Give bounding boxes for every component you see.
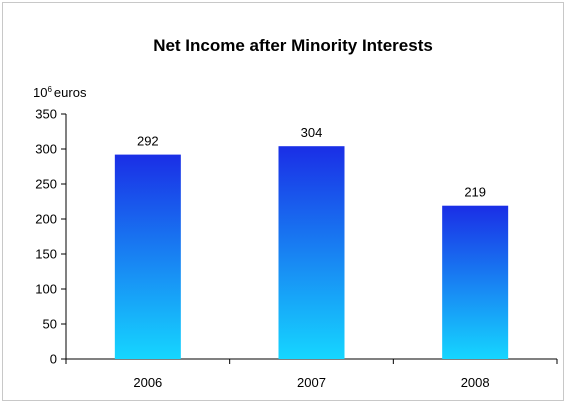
bar-2008 xyxy=(442,205,509,359)
data-label-2008: 219 xyxy=(464,185,486,200)
bar-2007 xyxy=(278,146,345,359)
y-tick-label: 150 xyxy=(35,247,57,262)
chart-title: Net Income after Minority Interests xyxy=(153,36,433,55)
unit-word: euros xyxy=(54,85,87,100)
data-label-2006: 292 xyxy=(137,134,159,149)
y-tick-label: 300 xyxy=(35,142,57,157)
y-axis-unit-label: 106 euros xyxy=(33,85,87,100)
y-tick-label: 250 xyxy=(35,177,57,192)
y-tick-label: 0 xyxy=(50,352,57,367)
chart-frame xyxy=(2,2,564,401)
x-tick-label-2008: 2008 xyxy=(461,375,490,390)
y-tick-label: 100 xyxy=(35,282,57,297)
labels: 0 50 100 150 200 250 300 350 292 2006 304 2007 219 20… xyxy=(35,107,489,391)
y-tick-label: 50 xyxy=(43,317,57,332)
bars xyxy=(114,146,509,359)
unit-base: 10 xyxy=(33,85,47,100)
x-tick-label-2007: 2007 xyxy=(297,375,326,390)
data-label-2007: 304 xyxy=(301,125,323,140)
bar-2006 xyxy=(114,154,181,359)
unit-exponent: 6 xyxy=(47,85,52,94)
y-tick-label: 350 xyxy=(35,107,57,122)
x-tick-label-2006: 2006 xyxy=(133,375,162,390)
y-tick-label: 200 xyxy=(35,212,57,227)
